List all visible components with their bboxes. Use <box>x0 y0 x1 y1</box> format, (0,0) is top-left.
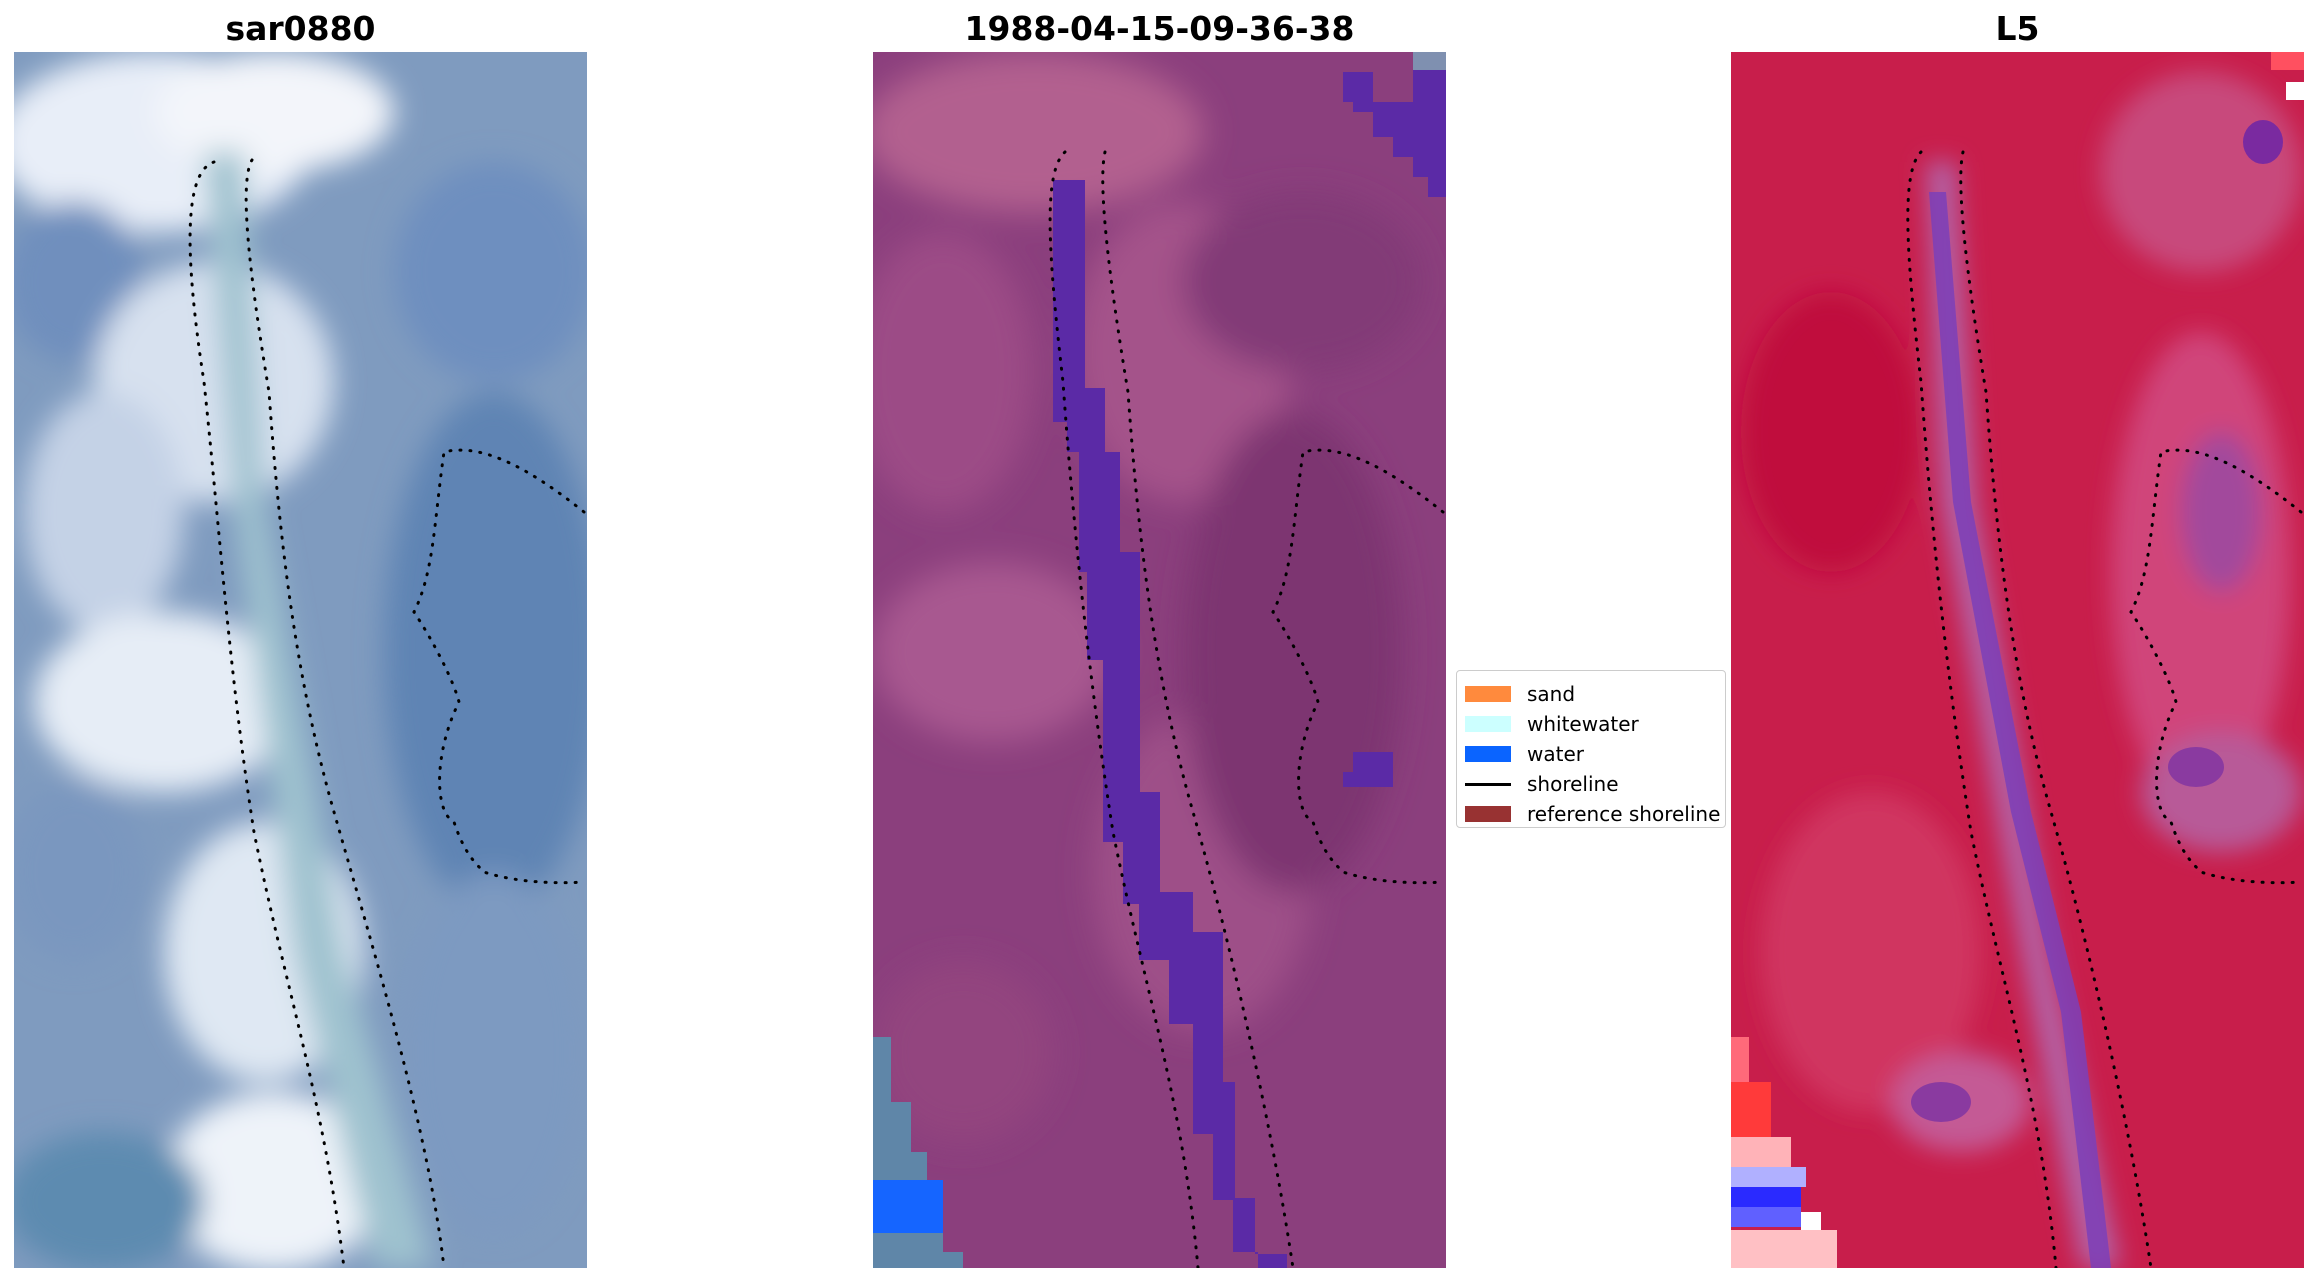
legend-swatch-reference-shoreline <box>1465 806 1511 822</box>
rgb-image <box>14 52 587 1268</box>
index-low-blob-3 <box>2243 120 2283 164</box>
shoreline-left-1 <box>188 158 446 1268</box>
middle-panel-title: 1988-04-15-09-36-38 <box>964 9 1355 48</box>
index-low-blob-2 <box>2168 747 2224 787</box>
classified-image-panel <box>873 52 1446 1268</box>
legend-label-reference-shoreline: reference shoreline <box>1527 802 1721 826</box>
legend-item-water: water <box>1465 739 1717 769</box>
classified-image <box>873 52 1446 1268</box>
index-low-blob <box>1911 1082 1971 1122</box>
index-image <box>1731 52 2304 1268</box>
water-region-sea <box>873 1180 943 1233</box>
water-region-small <box>1343 752 1393 787</box>
shoreline-right-1 <box>1906 150 2153 1268</box>
left-panel-title: sar0880 <box>225 9 376 48</box>
legend-line-shoreline <box>1465 782 1511 786</box>
legend-item-reference-shoreline: reference shoreline <box>1465 799 1721 829</box>
water-region-inlet <box>1053 180 1287 1268</box>
legend-label-shoreline: shoreline <box>1527 772 1619 796</box>
legend-swatch-water <box>1465 746 1511 762</box>
legend-swatch-whitewater <box>1465 716 1511 732</box>
shoreline-left-2 <box>412 448 586 885</box>
legend-label-whitewater: whitewater <box>1527 712 1639 736</box>
legend-swatch-sand <box>1465 686 1511 702</box>
legend-label-water: water <box>1527 742 1584 766</box>
legend: sand whitewater water shoreline referenc… <box>1456 670 1726 828</box>
rgb-image-panel <box>14 52 587 1268</box>
legend-item-whitewater: whitewater <box>1465 709 1717 739</box>
index-water-line <box>1929 192 2111 1268</box>
legend-label-sand: sand <box>1527 682 1576 706</box>
legend-item-shoreline: shoreline <box>1465 769 1717 799</box>
water-region-top-right <box>1343 52 1446 197</box>
legend-item-sand: sand <box>1465 679 1717 709</box>
shoreline-middle-2 <box>1271 448 1445 885</box>
shoreline-right-2 <box>2129 448 2303 885</box>
shoreline-middle-1 <box>1048 150 1295 1268</box>
right-panel-title: L5 <box>1995 9 2040 48</box>
index-image-panel <box>1731 52 2304 1268</box>
